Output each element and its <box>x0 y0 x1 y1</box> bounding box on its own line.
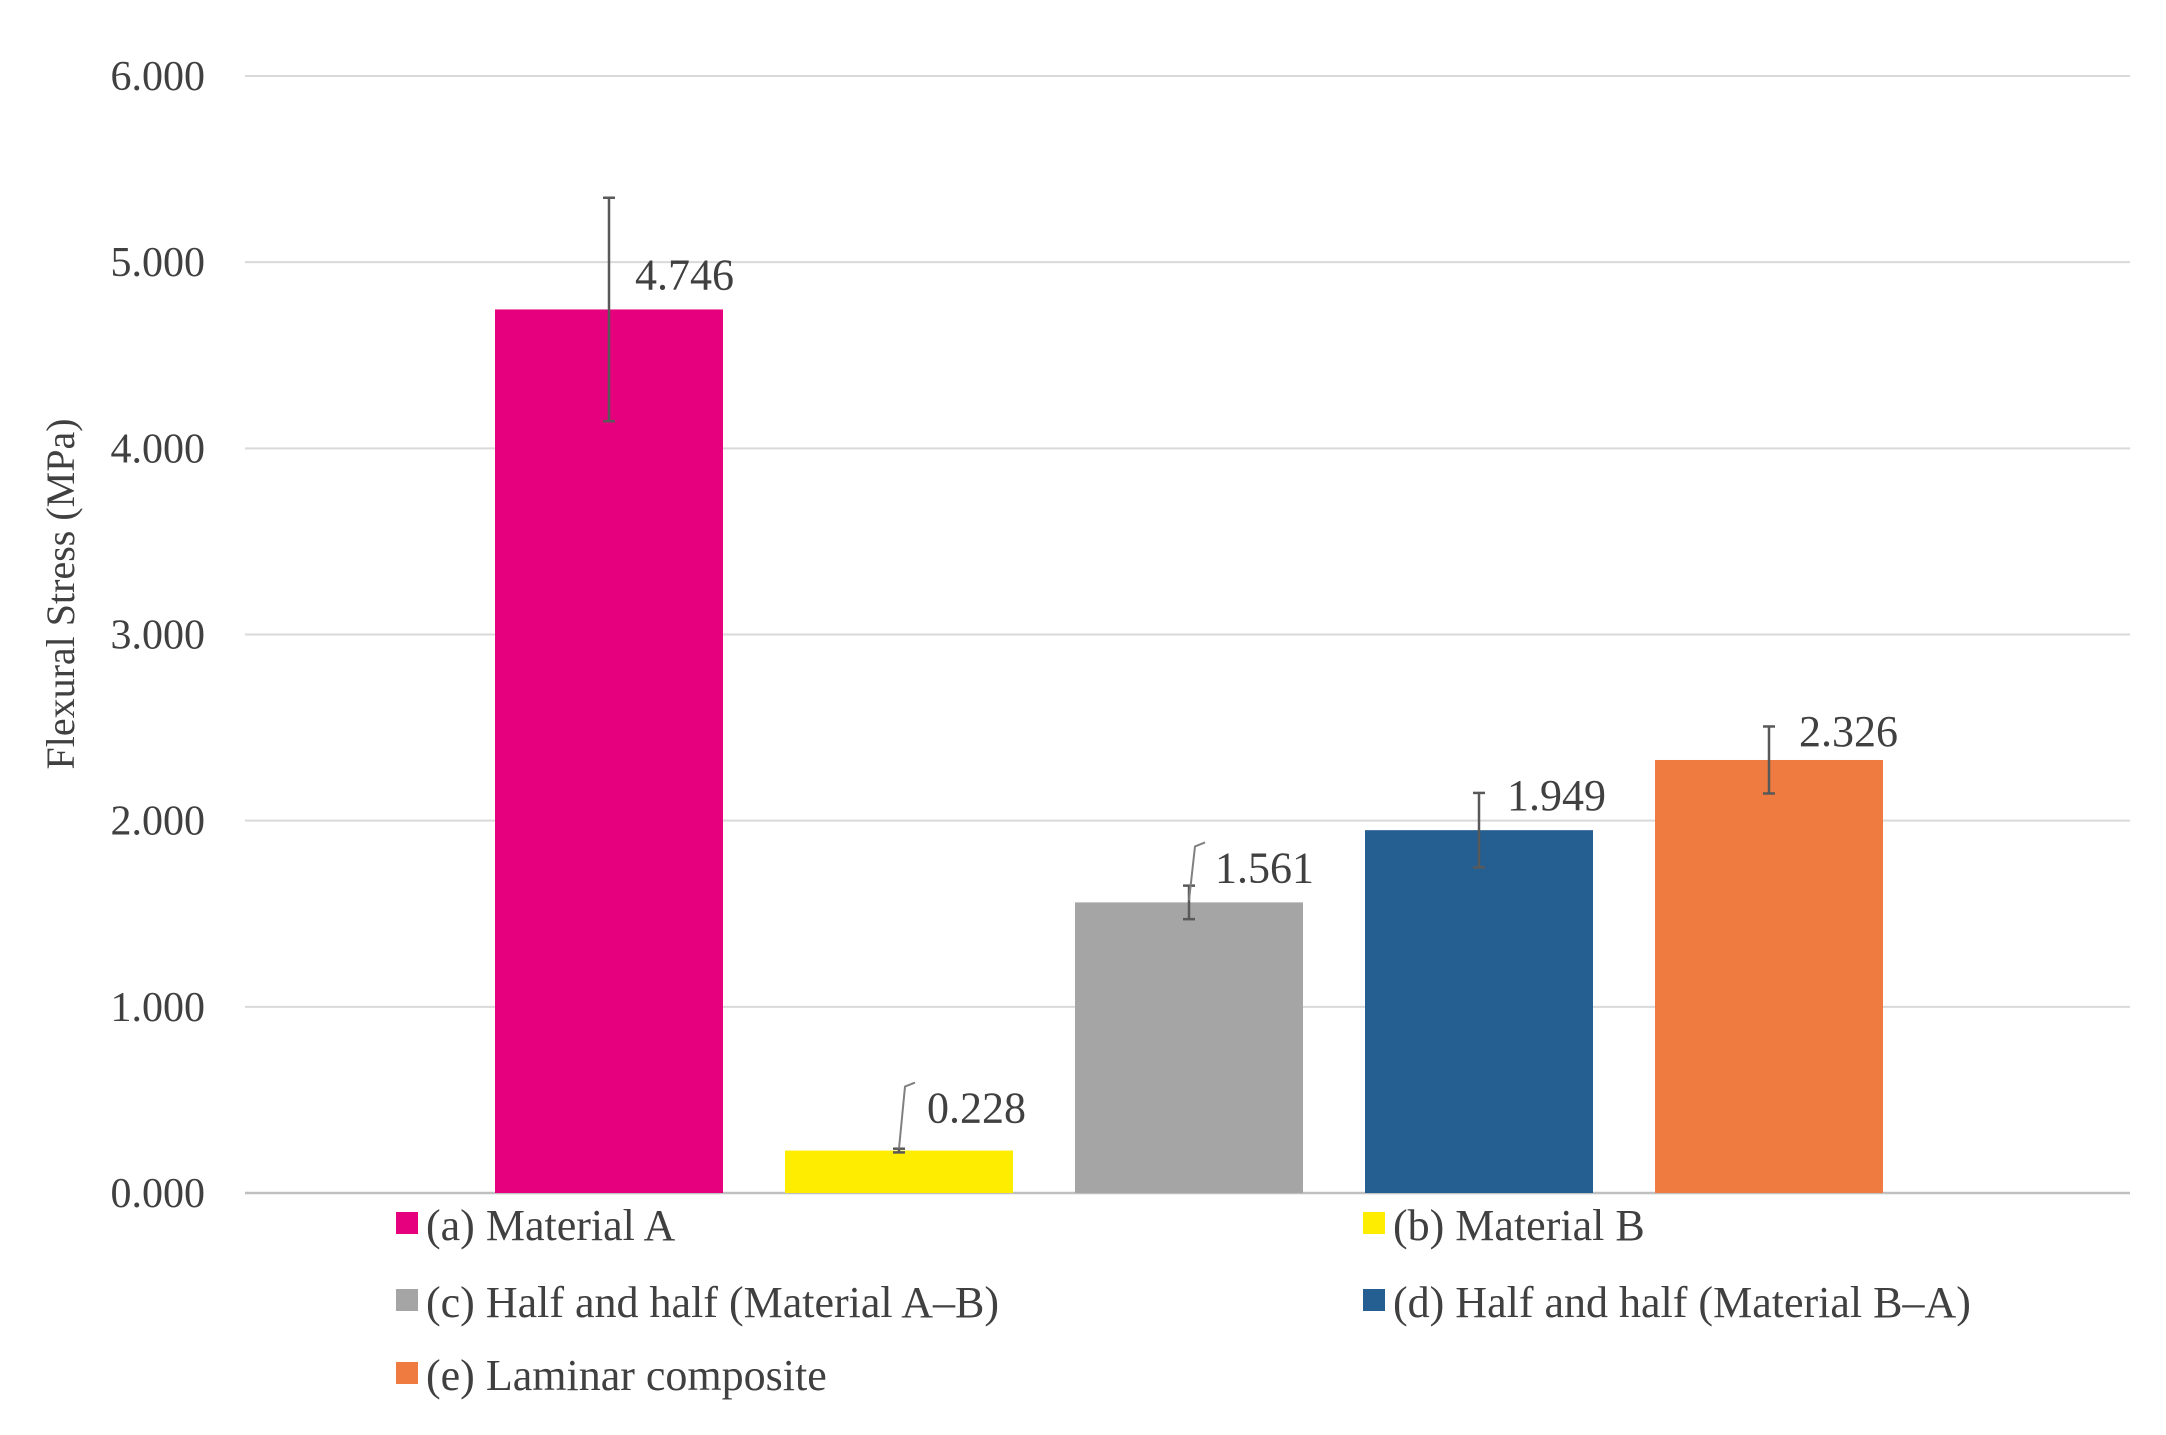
data-label: 1.949 <box>1507 771 1606 820</box>
y-axis-title: Flexural Stress (MPa) <box>38 418 83 769</box>
legend-label: (e) Laminar composite <box>426 1351 827 1400</box>
bar <box>785 1150 1013 1193</box>
legend: (a) Material A (b) Material B (c) Half and… <box>396 1201 1971 1400</box>
error-bars <box>603 196 1775 1154</box>
y-tick-label: 2.000 <box>111 799 206 845</box>
bars <box>495 309 1883 1193</box>
y-tick-label: 1.000 <box>111 985 206 1031</box>
legend-label: (d) Half and half (Material B–A) <box>1393 1278 1971 1327</box>
legend-label: (c) Half and half (Material A–B) <box>426 1278 999 1327</box>
legend-label: (a) Material A <box>426 1201 675 1250</box>
legend-item: (d) Half and half (Material B–A) <box>1363 1278 1971 1327</box>
bar <box>1365 830 1593 1193</box>
y-tick-label: 5.000 <box>111 240 206 286</box>
legend-item: (c) Half and half (Material A–B) <box>396 1278 999 1327</box>
legend-label: (b) Material B <box>1393 1201 1645 1250</box>
y-tick-label: 0.000 <box>111 1171 206 1217</box>
legend-swatch <box>396 1212 418 1234</box>
y-tick-label: 3.000 <box>111 613 206 659</box>
error-bar <box>1763 725 1775 795</box>
data-label: 0.228 <box>927 1084 1026 1133</box>
data-labels: 4.746 0.228 1.561 1.949 2.326 <box>635 250 1898 1149</box>
data-label: 1.561 <box>1215 843 1314 892</box>
legend-swatch <box>1363 1289 1385 1311</box>
label-leader-line <box>898 1081 916 1149</box>
y-axis-ticks: 0.000 1.000 2.000 3.000 4.000 5.000 6.000 <box>111 54 206 1217</box>
error-bar <box>1183 884 1195 921</box>
data-label: 2.326 <box>1799 707 1898 756</box>
error-bar <box>1473 791 1485 869</box>
data-label: 4.746 <box>635 250 734 299</box>
error-bar <box>603 196 615 423</box>
legend-swatch <box>1363 1212 1385 1234</box>
legend-item: (e) Laminar composite <box>396 1351 827 1400</box>
y-tick-label: 4.000 <box>111 426 206 472</box>
label-leader-line <box>1188 841 1206 901</box>
y-tick-label: 6.000 <box>111 54 206 100</box>
bar <box>1075 902 1303 1193</box>
bar <box>1655 759 1883 1193</box>
bar <box>495 309 723 1193</box>
legend-item: (b) Material B <box>1363 1201 1645 1250</box>
legend-swatch <box>396 1362 418 1384</box>
legend-item: (a) Material A <box>396 1201 675 1250</box>
legend-swatch <box>396 1289 418 1311</box>
error-bar <box>893 1147 905 1154</box>
